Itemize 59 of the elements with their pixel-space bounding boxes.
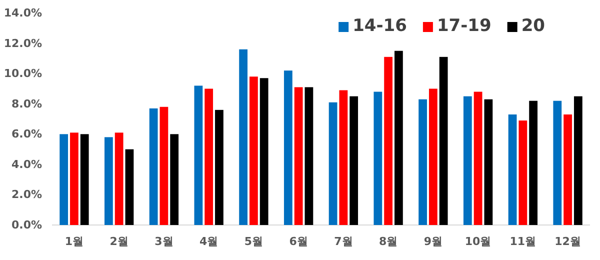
bar	[70, 132, 78, 225]
y-tick-label: 14.0%	[4, 6, 42, 20]
bar	[104, 137, 113, 225]
bar	[350, 96, 358, 225]
bar	[474, 92, 482, 225]
bar	[574, 96, 582, 225]
y-tick-label: 10.0%	[4, 67, 42, 80]
x-tick-label: 10월	[464, 234, 492, 248]
legend-label: 17-19	[436, 16, 492, 36]
bar	[114, 132, 124, 225]
y-tick-label: 0.0%	[11, 218, 42, 232]
bar	[204, 88, 214, 225]
bar	[529, 100, 538, 225]
bar	[564, 114, 572, 225]
bar	[328, 102, 338, 225]
bar	[439, 56, 448, 225]
bar	[518, 120, 528, 225]
legend-label: 14-16	[352, 16, 407, 36]
bar	[463, 96, 472, 225]
bar	[508, 114, 517, 225]
bar	[394, 50, 403, 225]
x-tick-label: 6월	[289, 234, 308, 248]
x-tick-label: 9월	[424, 234, 443, 248]
bar	[215, 110, 224, 225]
bar	[170, 134, 179, 225]
x-tick-label: 3월	[154, 234, 174, 248]
bar	[80, 134, 89, 225]
bar	[284, 70, 292, 225]
x-tick-label: 12월	[554, 234, 581, 248]
bar	[160, 106, 168, 225]
legend-label: 20	[521, 16, 546, 36]
x-tick-label: 1월	[64, 234, 84, 248]
bar	[374, 92, 382, 225]
x-tick-label: 4월	[199, 234, 218, 248]
bar	[384, 56, 392, 225]
x-tick-label: 11월	[510, 234, 536, 248]
bar	[428, 88, 438, 225]
x-tick-label: 5월	[244, 234, 264, 248]
bar	[60, 134, 68, 225]
y-tick-label: 2.0%	[11, 188, 42, 202]
x-tick-label: 8월	[378, 234, 398, 248]
bar	[194, 86, 203, 225]
bar	[260, 78, 268, 225]
bar	[294, 87, 303, 225]
bar	[149, 108, 158, 225]
bar	[239, 49, 248, 225]
y-tick-label: 6.0%	[11, 128, 42, 141]
x-tick-label: 2월	[110, 234, 128, 248]
y-tick-label: 8.0%	[11, 97, 42, 110]
bar	[484, 99, 493, 225]
bar	[125, 149, 134, 225]
bar	[339, 90, 348, 225]
y-tick-label: 4.0%	[11, 158, 42, 171]
bar	[418, 99, 427, 225]
bar	[553, 100, 562, 225]
bar	[250, 76, 258, 225]
y-tick-label: 12.0%	[4, 36, 42, 50]
x-tick-label: 7월	[334, 234, 353, 248]
bar	[304, 87, 314, 225]
